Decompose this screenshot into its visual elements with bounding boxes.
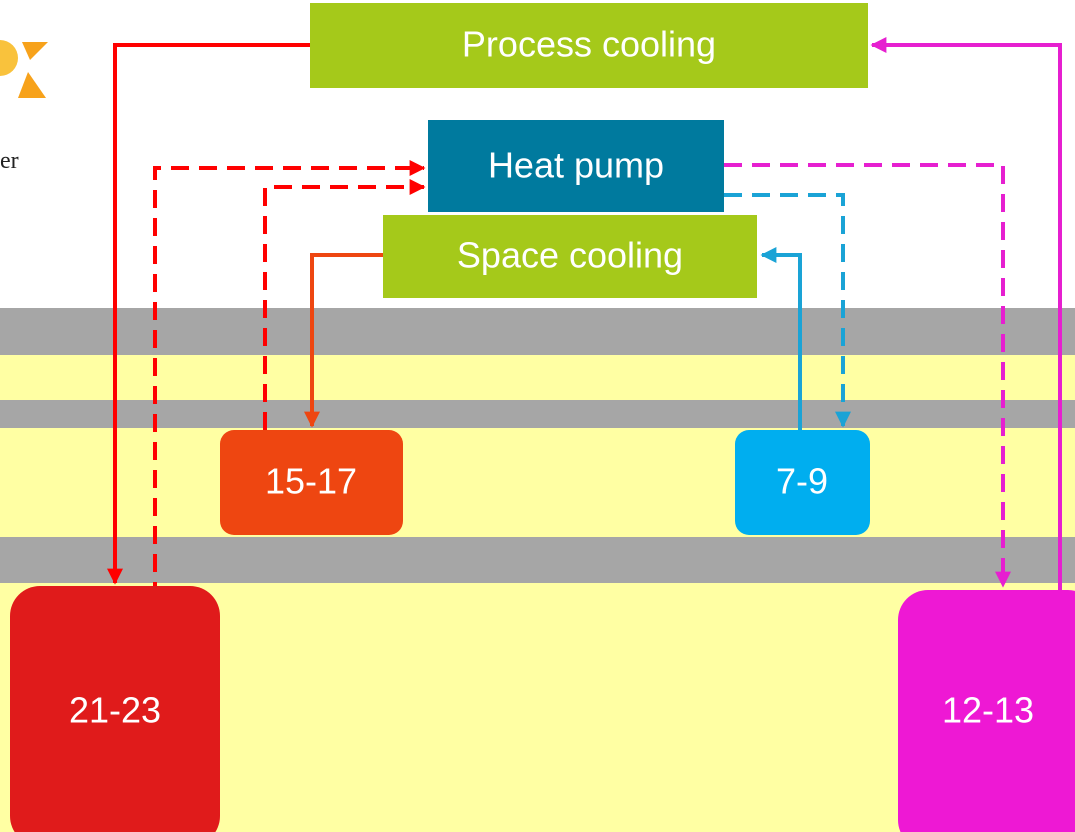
logo: er [0,40,48,174]
node-label: 7-9 [776,461,828,502]
band-gray [0,537,1075,583]
node-box [898,590,1075,832]
node-box [735,430,870,535]
node-box [10,586,220,832]
node-box [428,120,724,212]
node-box [220,430,403,535]
node-box [310,3,868,88]
node-box [383,215,757,298]
node-label: Process cooling [462,24,716,65]
node-label: 15-17 [265,461,357,502]
node-label: Heat pump [488,145,664,186]
node-label: Space cooling [457,235,683,276]
connectors [107,37,1062,600]
node-label: 12-13 [942,690,1034,731]
logo-text: er [0,148,19,174]
node-label: 21-23 [69,690,161,731]
band-gray [0,308,1075,355]
band-gray [0,400,1075,428]
